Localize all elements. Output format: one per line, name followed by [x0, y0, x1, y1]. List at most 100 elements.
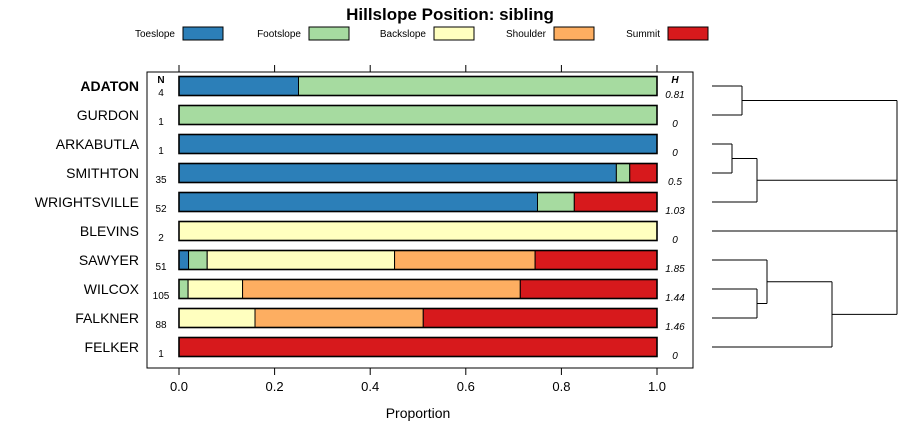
- h-value-blevins: 0: [672, 235, 678, 246]
- n-value-sawyer: 51: [155, 262, 167, 273]
- bar-segment-smithton-toeslope: [178, 163, 617, 183]
- soil-label-sawyer: SAWYER: [79, 252, 139, 268]
- legend-backslope-swatch: [433, 26, 475, 41]
- n-header: N: [157, 75, 164, 86]
- bar-segment-sawyer-backslope: [206, 250, 396, 270]
- bar-outline-sawyer: [178, 249, 658, 271]
- row-felker: FELKER 1 0: [85, 336, 678, 362]
- n-value-arkabutla: 1: [158, 146, 164, 157]
- bar-segment-wilcox-summit: [519, 279, 658, 299]
- chart-title: Hillslope Position: sibling: [346, 5, 554, 24]
- dendrogram: [712, 85, 898, 348]
- h-value-felker: 0: [672, 351, 678, 362]
- bar-segment-wrightsville-summit: [573, 192, 658, 212]
- bar-segment-arkabutla-toeslope: [178, 134, 658, 154]
- n-value-falkner: 88: [155, 320, 167, 331]
- bar-segment-wilcox-footslope: [178, 279, 189, 299]
- h-value-falkner: 1.46: [665, 322, 685, 333]
- bar-segment-falkner-shoulder: [254, 308, 424, 328]
- soil-label-gurdon: GURDON: [77, 107, 139, 123]
- bar-segment-wilcox-shoulder: [242, 279, 521, 299]
- row-smithton: SMITHTON 35 0.5: [66, 162, 682, 188]
- soil-label-felker: FELKER: [85, 339, 139, 355]
- n-value-wilcox: 105: [153, 291, 170, 302]
- soil-label-falkner: FALKNER: [75, 310, 139, 326]
- x-axis: 0.0 0.2 0.4 0.6 0.8 1.0: [170, 368, 666, 394]
- x-axis-title: Proportion: [386, 405, 451, 421]
- h-value-arkabutla: 0: [672, 148, 678, 159]
- row-arkabutla: ARKABUTLA 1 0: [56, 133, 678, 159]
- bar-segment-wrightsville-footslope: [537, 192, 575, 212]
- row-blevins: BLEVINS 2 0: [80, 220, 678, 246]
- n-value-blevins: 2: [158, 233, 164, 244]
- bar-segment-adaton-footslope: [298, 76, 658, 96]
- x-tick-label-5: 1.0: [648, 379, 666, 394]
- x-tick-label-0: 0.0: [170, 379, 188, 394]
- soil-label-smithton: SMITHTON: [66, 165, 139, 181]
- bar-segment-smithton-summit: [629, 163, 658, 183]
- legend-shoulder-swatch: [553, 26, 595, 41]
- bar-outline-blevins: [178, 220, 658, 242]
- legend-toeslope-label: Toeslope: [135, 29, 175, 40]
- h-value-smithton: 0.5: [668, 177, 682, 188]
- soil-label-wilcox: WILCOX: [84, 281, 140, 297]
- soil-label-adaton: ADATON: [80, 78, 139, 94]
- soil-label-blevins: BLEVINS: [80, 223, 139, 239]
- n-value-adaton: 4: [158, 88, 164, 99]
- bar-outline-smithton: [178, 162, 658, 184]
- x-tick-label-1: 0.2: [266, 379, 284, 394]
- bar-segment-sawyer-shoulder: [394, 250, 536, 270]
- h-value-adaton: 0.81: [665, 90, 684, 101]
- h-value-wrightsville: 1.03: [665, 206, 685, 217]
- bar-segment-falkner-summit: [422, 308, 658, 328]
- legend-shoulder-label: Shoulder: [506, 29, 547, 40]
- soil-label-wrightsville: WRIGHTSVILLE: [35, 194, 139, 210]
- bar-segment-falkner-backslope: [178, 308, 256, 328]
- bar-segment-wilcox-backslope: [187, 279, 244, 299]
- plot-frame: [146, 71, 694, 369]
- bar-segment-smithton-footslope: [615, 163, 631, 183]
- row-sawyer: SAWYER 51 1.85: [79, 249, 685, 275]
- legend-footslope-swatch: [308, 26, 350, 41]
- legend-summit-swatch: [667, 26, 709, 41]
- bar-segment-wrightsville-toeslope: [178, 192, 538, 212]
- n-value-felker: 1: [158, 349, 164, 360]
- x-tick-label-2: 0.4: [361, 379, 379, 394]
- x-tick-label-4: 0.8: [552, 379, 570, 394]
- legend-toeslope-swatch: [182, 26, 224, 41]
- x-tick-label-3: 0.6: [457, 379, 475, 394]
- bar-outline-falkner: [178, 307, 658, 329]
- bar-outline-felker: [178, 336, 658, 358]
- top-axis-ticks: [178, 65, 658, 72]
- legend: Toeslope Footslope Backslope Shoulder Summit: [135, 26, 709, 41]
- n-value-wrightsville: 52: [155, 204, 167, 215]
- bar-segment-sawyer-toeslope: [178, 250, 190, 270]
- row-wrightsville: WRIGHTSVILLE 52 1.03: [35, 191, 685, 217]
- row-gurdon: GURDON 1 0: [77, 104, 678, 130]
- bar-segment-sawyer-summit: [534, 250, 658, 270]
- bar-outline-adaton: [178, 75, 658, 97]
- legend-backslope-label: Backslope: [380, 29, 427, 40]
- h-value-gurdon: 0: [672, 119, 678, 130]
- bar-outline-wrightsville: [178, 191, 658, 213]
- bar-outline-wilcox: [178, 278, 658, 300]
- soil-label-arkabutla: ARKABUTLA: [56, 136, 140, 152]
- bar-rows: ADATON 4 0.81 GURDON 1 0 ARKABUTLA 1 0 SMITHTON 35…: [35, 75, 685, 362]
- bar-segment-blevins-backslope: [178, 221, 658, 241]
- bar-segment-sawyer-footslope: [188, 250, 208, 270]
- bar-segment-adaton-toeslope: [178, 76, 299, 96]
- h-value-sawyer: 1.85: [665, 264, 685, 275]
- bar-segment-gurdon-footslope: [178, 105, 658, 125]
- row-wilcox: WILCOX 105 1.44: [84, 278, 685, 304]
- h-header: H: [671, 75, 679, 86]
- h-value-wilcox: 1.44: [665, 293, 685, 304]
- bar-segment-felker-summit: [178, 337, 658, 357]
- n-value-smithton: 35: [155, 175, 167, 186]
- legend-summit-label: Summit: [626, 29, 660, 40]
- row-falkner: FALKNER 88 1.46: [75, 307, 685, 333]
- n-value-gurdon: 1: [158, 117, 164, 128]
- bar-outline-gurdon: [178, 104, 658, 126]
- row-adaton: ADATON 4 0.81: [80, 75, 685, 101]
- legend-footslope-label: Footslope: [257, 29, 301, 40]
